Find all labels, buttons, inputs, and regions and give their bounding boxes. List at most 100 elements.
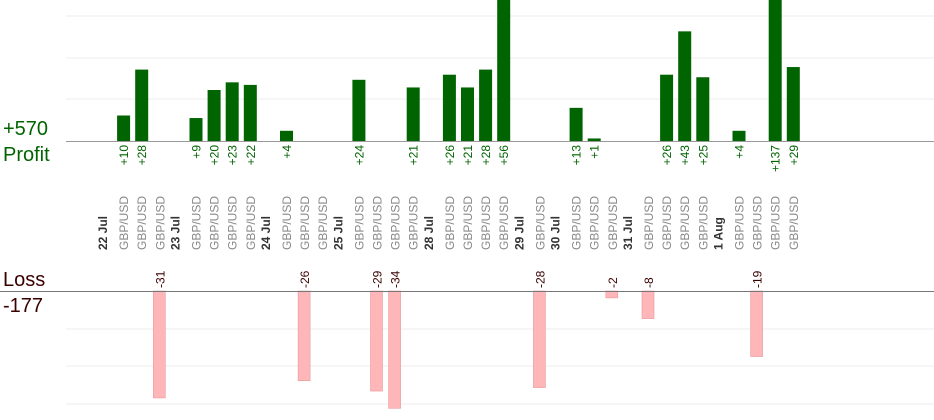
- profit-value-label: +9: [190, 145, 204, 159]
- pair-label: GBP/USD: [117, 196, 131, 250]
- pair-label: GBP/USD: [280, 196, 294, 250]
- profit-value-label: +23: [226, 145, 240, 166]
- pair-label: GBP/USD: [678, 196, 692, 250]
- day-label: 1 Aug: [711, 217, 725, 250]
- pair-label: GBP/USD: [226, 196, 240, 250]
- loss-value-label: -19: [751, 270, 765, 288]
- profit-value-label: +43: [678, 145, 692, 166]
- profit-value-label: +26: [660, 145, 674, 166]
- day-label: 22 Jul: [96, 216, 110, 250]
- loss-bar: [533, 290, 546, 388]
- loss-value-label: -8: [642, 277, 656, 288]
- loss-bar: [370, 290, 383, 392]
- pair-label: GBP/USD: [443, 196, 457, 250]
- pair-label: GBP/USD: [606, 196, 620, 250]
- pair-label: GBP/USD: [497, 196, 511, 250]
- profit-bar: [243, 84, 257, 141]
- profit-bar: [280, 130, 293, 141]
- profit-value-label: +25: [696, 145, 710, 166]
- profit-value-label: +29: [787, 145, 801, 166]
- pair-label: GBP/USD: [660, 196, 674, 250]
- loss-total: -177: [3, 295, 44, 317]
- loss-value-label: -28: [533, 270, 547, 288]
- pair-label: GBP/USD: [769, 196, 783, 250]
- profit-bar: [786, 67, 800, 141]
- profit-bar: [569, 107, 583, 141]
- profit-bar: [442, 74, 456, 141]
- profit-value-label: +28: [479, 145, 493, 166]
- profit-value-label: +22: [244, 145, 258, 166]
- profit-bar: [135, 69, 149, 141]
- profit-value-label: +24: [352, 145, 366, 166]
- profit-value-label: +26: [443, 145, 457, 166]
- pair-label: GBP/USD: [533, 196, 547, 250]
- pair-label: GBP/USD: [298, 196, 312, 250]
- profit-value-label: +13: [570, 145, 584, 166]
- profit-value-label: +21: [407, 145, 421, 166]
- pair-label: GBP/USD: [316, 196, 330, 250]
- pair-label: GBP/USD: [153, 196, 167, 250]
- profit-value-label: +137: [769, 145, 783, 172]
- pair-label: GBP/USD: [190, 196, 204, 250]
- pair-label: GBP/USD: [787, 196, 801, 250]
- loss-value-label: -29: [371, 270, 385, 288]
- profit-total: +570: [3, 118, 49, 140]
- loss-bar: [388, 290, 401, 409]
- loss-value-label: -31: [153, 270, 167, 288]
- profit-bar: [461, 87, 474, 141]
- profit-bar: [207, 90, 221, 141]
- profit-bar: [497, 0, 511, 141]
- pair-label: GBP/USD: [570, 196, 584, 250]
- profit-bar: [768, 0, 782, 141]
- loss-bar: [297, 290, 311, 381]
- profit-bar: [117, 115, 131, 141]
- pair-label: GBP/USD: [407, 196, 421, 250]
- pair-label: GBP/USD: [208, 196, 222, 250]
- day-label: 25 Jul: [331, 216, 345, 250]
- profit-bar: [225, 82, 239, 141]
- pair-label: GBP/USD: [733, 196, 747, 250]
- day-label: 23 Jul: [168, 216, 182, 250]
- profit-value-label: +4: [280, 145, 294, 159]
- profit-value-label: +28: [135, 145, 149, 166]
- day-label: 31 Jul: [621, 216, 635, 250]
- profit-bar: [406, 87, 420, 141]
- profit-value-label: +4: [733, 145, 747, 159]
- profit-bar: [660, 74, 674, 141]
- pair-label: GBP/USD: [751, 196, 765, 250]
- profit-value-label: +20: [208, 145, 222, 166]
- pair-label: GBP/USD: [588, 196, 602, 250]
- pair-label: GBP/USD: [696, 196, 710, 250]
- profit-bar: [678, 31, 692, 142]
- day-label: 24 Jul: [259, 216, 273, 250]
- loss-bar: [605, 290, 619, 299]
- profit-bar: [587, 138, 601, 141]
- pair-label: GBP/USD: [371, 196, 385, 250]
- pair-label: GBP/USD: [244, 196, 258, 250]
- loss-value-label: -2: [606, 277, 620, 288]
- profit-value-label: +1: [588, 145, 602, 159]
- profit-bar: [732, 130, 746, 141]
- loss-bar: [153, 290, 166, 399]
- pair-label: GBP/USD: [642, 196, 656, 250]
- profit-value-label: +10: [117, 145, 131, 166]
- loss-value-label: -34: [389, 270, 403, 288]
- pair-label: GBP/USD: [461, 196, 475, 250]
- loss-value-label: -26: [298, 270, 312, 288]
- day-label: 28 Jul: [422, 216, 436, 250]
- profit-bar: [189, 118, 203, 141]
- loss-bar: [750, 290, 763, 357]
- pair-label: GBP/USD: [389, 196, 403, 250]
- profit-bar: [696, 77, 710, 141]
- profit-bar: [479, 69, 493, 141]
- day-label: 30 Jul: [549, 216, 563, 250]
- pair-label: GBP/USD: [352, 196, 366, 250]
- loss-bar: [641, 290, 655, 319]
- profit-value-label: +21: [461, 145, 475, 166]
- day-label: 29 Jul: [512, 216, 526, 250]
- profit-bar: [352, 79, 366, 141]
- pair-label: GBP/USD: [135, 196, 149, 250]
- loss-label: Loss: [3, 269, 46, 291]
- profit-value-label: +56: [497, 145, 511, 166]
